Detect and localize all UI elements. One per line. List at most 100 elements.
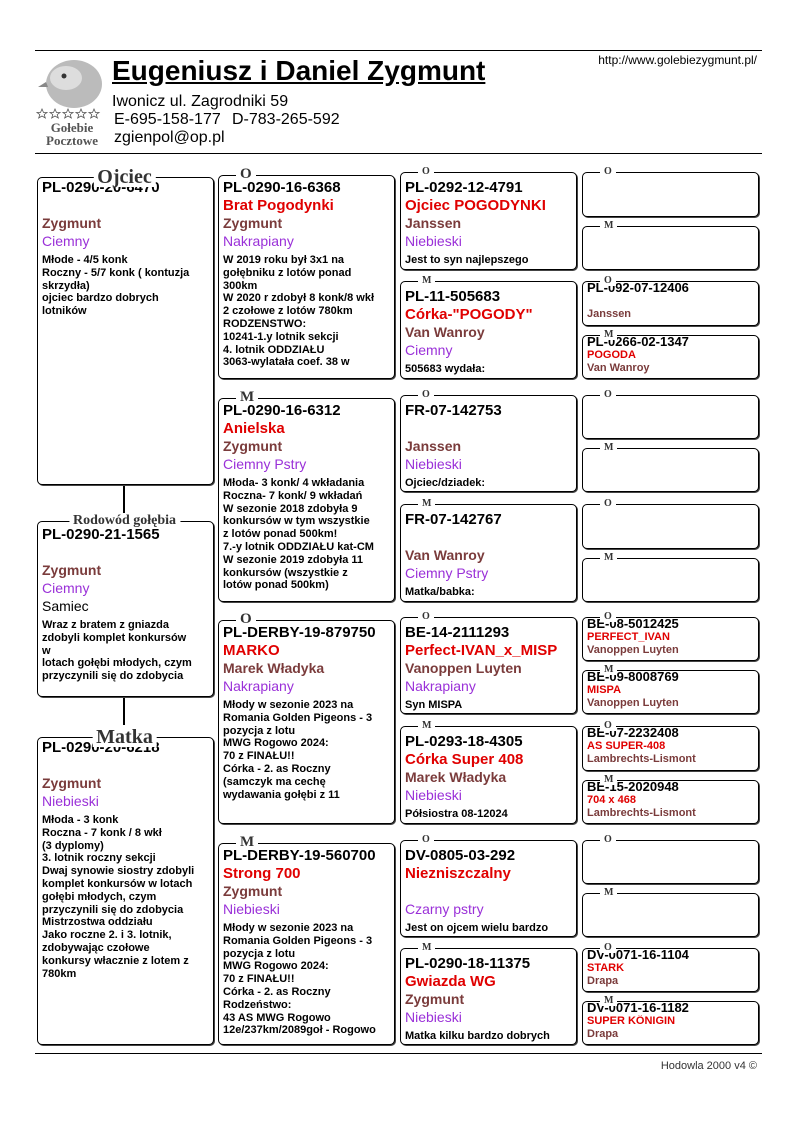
pigeon-note: Córka - 2. as Roczny bbox=[223, 986, 331, 998]
pigeon-note: (samczyk ma cechę bbox=[223, 775, 326, 788]
footer-rule bbox=[35, 1053, 762, 1054]
pigeon-color: Ciemny Pstry bbox=[223, 455, 307, 472]
pigeon-note: lotników bbox=[42, 305, 87, 318]
pigeon-note: 70 z FINAŁU!! bbox=[223, 973, 295, 986]
box-label: M bbox=[600, 888, 618, 898]
pigeon-note: Młode - 4/5 konk bbox=[42, 254, 128, 266]
pigeon-name: AS SUPER-408 bbox=[587, 740, 666, 753]
box-label: M bbox=[600, 774, 618, 785]
pigeon-note: 10241-1.y lotnik sekcji bbox=[223, 330, 339, 343]
logo-text: Pocztowe bbox=[46, 133, 98, 148]
pigeon-note: 12e/237km/2089goł - Rogowo bbox=[223, 1024, 376, 1037]
connector bbox=[123, 483, 125, 513]
pigeon-name: Niezniszczalny bbox=[405, 865, 511, 882]
pigeon-note: pozycja z lotu bbox=[223, 947, 296, 960]
pigeon-breeder: Zygmunt bbox=[223, 214, 283, 231]
pigeon-breeder: Vanoppen Luyten bbox=[587, 644, 679, 657]
pigeon-note: 2 czołowe z lotów 780km bbox=[223, 305, 353, 318]
pigeon-note: Ojciec/dziadek: bbox=[405, 477, 486, 489]
pigeon-color: Nakrapiany bbox=[223, 232, 294, 249]
pigeon-note: Wraz z bratem z gniazda bbox=[42, 619, 169, 631]
pigeon-note: 7.-y lotnik ODDZIAŁU kat-CM bbox=[223, 541, 374, 553]
pigeon-box: PL-0290-16-6312 Anielska Zygmunt Ciemny Pst… bbox=[218, 397, 395, 602]
pigeon-box: PL-0290-20-6218 Zygmunt Niebieski Młoda - 3… bbox=[37, 737, 214, 1045]
pigeon-breeder: Lambrechts-Lismont bbox=[587, 806, 696, 819]
pigeon-note: konkursów w tym wszystkie bbox=[223, 515, 370, 528]
pigeon-note: w bbox=[42, 644, 51, 657]
logo-eye bbox=[61, 73, 67, 79]
logo-beak bbox=[38, 82, 48, 87]
pigeon-sex: Samiec bbox=[42, 597, 89, 614]
pigeon-note: Romania Golden Pigeons - 3 bbox=[223, 934, 373, 947]
pigeon-box: PL-0292-12-4791 Ojciec POGODYNKI Janssen Ni… bbox=[400, 172, 577, 270]
pigeon-color: Niebieski bbox=[405, 786, 462, 803]
pigeon-color: Niebieski bbox=[405, 455, 462, 472]
pigeon-breeder: Marek Władyka bbox=[405, 768, 507, 785]
pigeon-note: W 2020 r zdobył 8 konk/8 wkł bbox=[223, 292, 374, 305]
box-label: O bbox=[600, 943, 616, 953]
pigeon-box: PL-0290-16-6368 Brat Pogodynki Zygmunt Nakr… bbox=[218, 174, 395, 379]
pigeon-box: PL-092-07-12406 Janssen bbox=[582, 281, 759, 326]
logo bbox=[36, 60, 102, 119]
pigeon-note: gołębniku z lotów ponad bbox=[223, 266, 352, 279]
pigeon-box: BE-15-2020948 704 x 468 Lambrechts-Lismont bbox=[582, 779, 759, 824]
pigeon-name: STARK bbox=[587, 962, 625, 975]
pigeon-box bbox=[582, 504, 759, 549]
pigeon-box: BE-08-5012425 PERFECT_IVAN Vanoppen Luyten bbox=[582, 617, 759, 661]
pigeon-note: przyczynili się do zdobycia bbox=[42, 903, 184, 916]
pigeon-ring: PL-11-505683 bbox=[405, 288, 501, 305]
pigeon-color: Ciemny bbox=[405, 341, 453, 358]
box-label: O bbox=[600, 612, 616, 622]
pigeon-note: Córka - 2. as Roczny bbox=[223, 763, 331, 775]
pigeon-box bbox=[582, 557, 759, 602]
pigeon-note: Jest on ojcem wielu bardzo bbox=[405, 922, 549, 934]
pigeon-box: PL-DERBY-19-560700 Strong 700 Zygmunt Niebi… bbox=[218, 842, 395, 1045]
pigeon-box: PL-0293-18-4305 Córka Super 408 Marek Wład… bbox=[400, 726, 577, 824]
logo-stars bbox=[36, 107, 101, 119]
box-label: O bbox=[600, 835, 616, 845]
pigeon-box: PL-0266-02-1347 POGODA Van Wanroy bbox=[582, 334, 759, 379]
box-label: O bbox=[418, 167, 434, 177]
connector bbox=[123, 695, 125, 725]
pigeon-note: Roczny - 5/7 konk ( kontuzja bbox=[42, 266, 190, 279]
pigeon-note: 70 z FINAŁU!! bbox=[223, 750, 295, 763]
pigeon-box: BE-09-8008769 MISPA Vanoppen Luyten bbox=[582, 670, 759, 714]
pigeon-breeder: Janssen bbox=[405, 214, 462, 231]
box-label: O bbox=[418, 390, 434, 400]
pigeon-ring: PL-0290-18-11375 bbox=[405, 955, 531, 972]
pigeon-note: Młoda - 3 konk bbox=[42, 814, 119, 826]
pigeon-box bbox=[582, 395, 759, 439]
box-label: M bbox=[600, 220, 618, 231]
pigeon-breeder: Van Wanroy bbox=[587, 361, 650, 374]
box-label: O bbox=[600, 721, 616, 731]
title: Eugeniusz i Daniel Zygmunt bbox=[112, 55, 486, 86]
pigeon-note: MWG Rogowo 2024: bbox=[223, 737, 329, 750]
pigeon-box bbox=[582, 893, 759, 937]
pigeon-name: PERFECT_IVAN bbox=[587, 631, 670, 644]
pigeon-color: Nakrapiany bbox=[223, 677, 294, 694]
pigeon-breeder: Janssen bbox=[405, 437, 462, 454]
pigeon-breeder: Van Wanroy bbox=[405, 546, 485, 563]
box-label: M bbox=[236, 390, 259, 405]
header-rule bbox=[35, 153, 762, 154]
pigeon-name: Ojciec POGODYNKI bbox=[405, 197, 546, 214]
pigeon-note: 780km bbox=[42, 967, 77, 980]
pigeon-note: Matka/babka: bbox=[405, 586, 475, 598]
box-label: O bbox=[236, 612, 256, 627]
pigeon-note: (3 dyplomy) bbox=[42, 839, 104, 852]
box-label: M bbox=[600, 552, 618, 563]
box-label: M bbox=[600, 665, 618, 675]
box-label: M bbox=[418, 721, 436, 731]
pigeon-breeder: Zygmunt bbox=[42, 561, 102, 578]
pigeon-note: Jest to syn najlepszego bbox=[405, 254, 529, 266]
pigeon-note: Syn MISPA bbox=[405, 699, 463, 711]
pigeon-note: gołębi młodych, czym bbox=[42, 890, 157, 903]
pigeon-ring: FR-07-142753 bbox=[405, 402, 502, 419]
pigeon-note: 4. lotnik ODDZIAŁU bbox=[223, 343, 325, 356]
pigeon-color: Niebieski bbox=[42, 792, 99, 809]
pigeon-note: z lotów ponad 500km! bbox=[223, 528, 338, 541]
pigeon-breeder: Zygmunt bbox=[42, 774, 102, 791]
pigeon-ring: BE-14-2111293 bbox=[405, 624, 510, 641]
pigeon-note: MWG Rogowo 2024: bbox=[223, 960, 329, 973]
pigeon-breeder: Drapa bbox=[587, 975, 619, 988]
